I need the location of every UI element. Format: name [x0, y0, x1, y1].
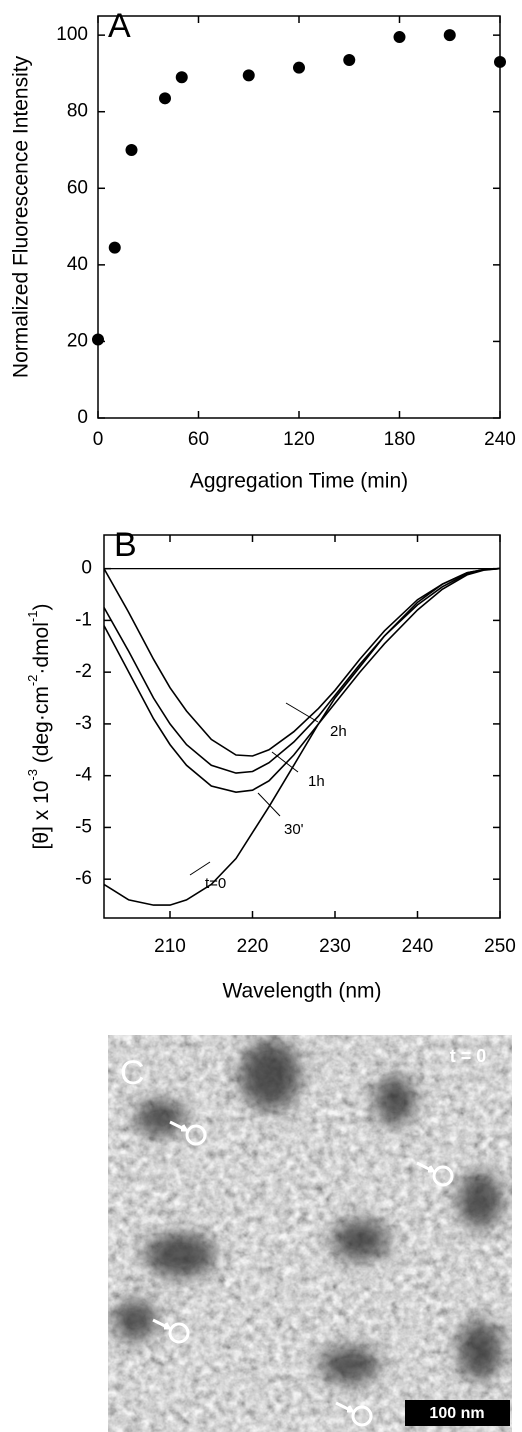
x-axis-label: Aggregation Time (min) — [190, 470, 408, 493]
leader-line — [257, 792, 281, 817]
y-tick-label: 100 — [56, 24, 88, 45]
y-label-sup: -2 — [25, 675, 40, 687]
x-axis-label: Wavelength (nm) — [222, 980, 381, 1003]
data-point — [494, 55, 506, 68]
x-tick-label: 240 — [402, 936, 434, 957]
curve — [103, 567, 501, 794]
y-label-part: (deg·cm — [30, 686, 53, 769]
data-point — [242, 69, 255, 82]
data-point — [293, 61, 305, 74]
data-point — [443, 29, 456, 42]
data-point — [159, 92, 171, 105]
y-tick-label: 20 — [67, 330, 88, 351]
x-tick-label: 120 — [283, 429, 315, 450]
data-point — [92, 333, 104, 346]
markers — [152, 1120, 454, 1427]
data-point — [175, 71, 188, 84]
y-label-sup: -1 — [25, 611, 40, 623]
x-tick-label: 220 — [237, 936, 269, 957]
leader-line — [189, 861, 211, 876]
micrograph: C t = 0 100 nm — [108, 1035, 512, 1432]
time-label: t = 0 — [450, 1046, 487, 1066]
x-tick-label: 230 — [319, 936, 351, 957]
y-tick-label: 80 — [67, 101, 88, 122]
leader-line — [285, 702, 319, 723]
stain-patches — [113, 1040, 502, 1383]
y-label-part: ·dmol — [30, 622, 53, 675]
y-label-sup: -3 — [25, 769, 40, 781]
x-tick-label: 210 — [154, 936, 186, 957]
y-label-part: [θ] x 10 — [30, 781, 53, 850]
curve-label: 1h — [308, 773, 325, 790]
scale-label: 100 nm — [429, 1405, 484, 1422]
y-tick-label: 40 — [67, 254, 88, 275]
x-tick-label: 0 — [93, 429, 104, 450]
y-tick-label: -6 — [75, 868, 92, 889]
panel-label: B — [114, 526, 137, 564]
curve-label: 30' — [284, 821, 304, 838]
curve-label: t=0 — [205, 875, 226, 892]
curve — [103, 567, 501, 774]
y-label-part: ) — [30, 604, 53, 611]
data-point — [125, 144, 138, 156]
micrograph-texture — [108, 1035, 512, 1432]
curve — [103, 567, 501, 906]
plot-frame — [97, 15, 501, 419]
panel-label: C — [120, 1054, 145, 1092]
x-tick-label: 60 — [188, 429, 209, 450]
data-point — [343, 54, 356, 67]
curve — [103, 567, 501, 757]
y-axis-label: Normalized Fluorescence Intensity — [10, 55, 33, 378]
y-tick-label: 0 — [77, 407, 88, 428]
y-tick-label: 60 — [67, 177, 88, 198]
y-axis-label: [θ] x 10-3 (deg·cm-2·dmol-1) — [25, 604, 52, 850]
x-tick-label: 240 — [484, 429, 516, 450]
plot-frame — [103, 534, 501, 919]
data-point — [393, 31, 406, 44]
y-tick-label: -1 — [75, 609, 92, 630]
curve-label: 2h — [330, 723, 347, 740]
leader-line — [271, 751, 299, 773]
data-point — [108, 241, 121, 254]
y-tick-label: -4 — [75, 765, 92, 786]
x-tick-label: 180 — [384, 429, 416, 450]
scale-bar — [405, 1400, 510, 1426]
y-tick-label: -3 — [75, 713, 92, 734]
panel-label: A — [108, 7, 131, 45]
y-tick-label: -2 — [75, 661, 92, 682]
x-tick-label: 250 — [484, 936, 516, 957]
y-tick-label: -5 — [75, 816, 92, 837]
y-tick-label: 0 — [81, 558, 92, 579]
